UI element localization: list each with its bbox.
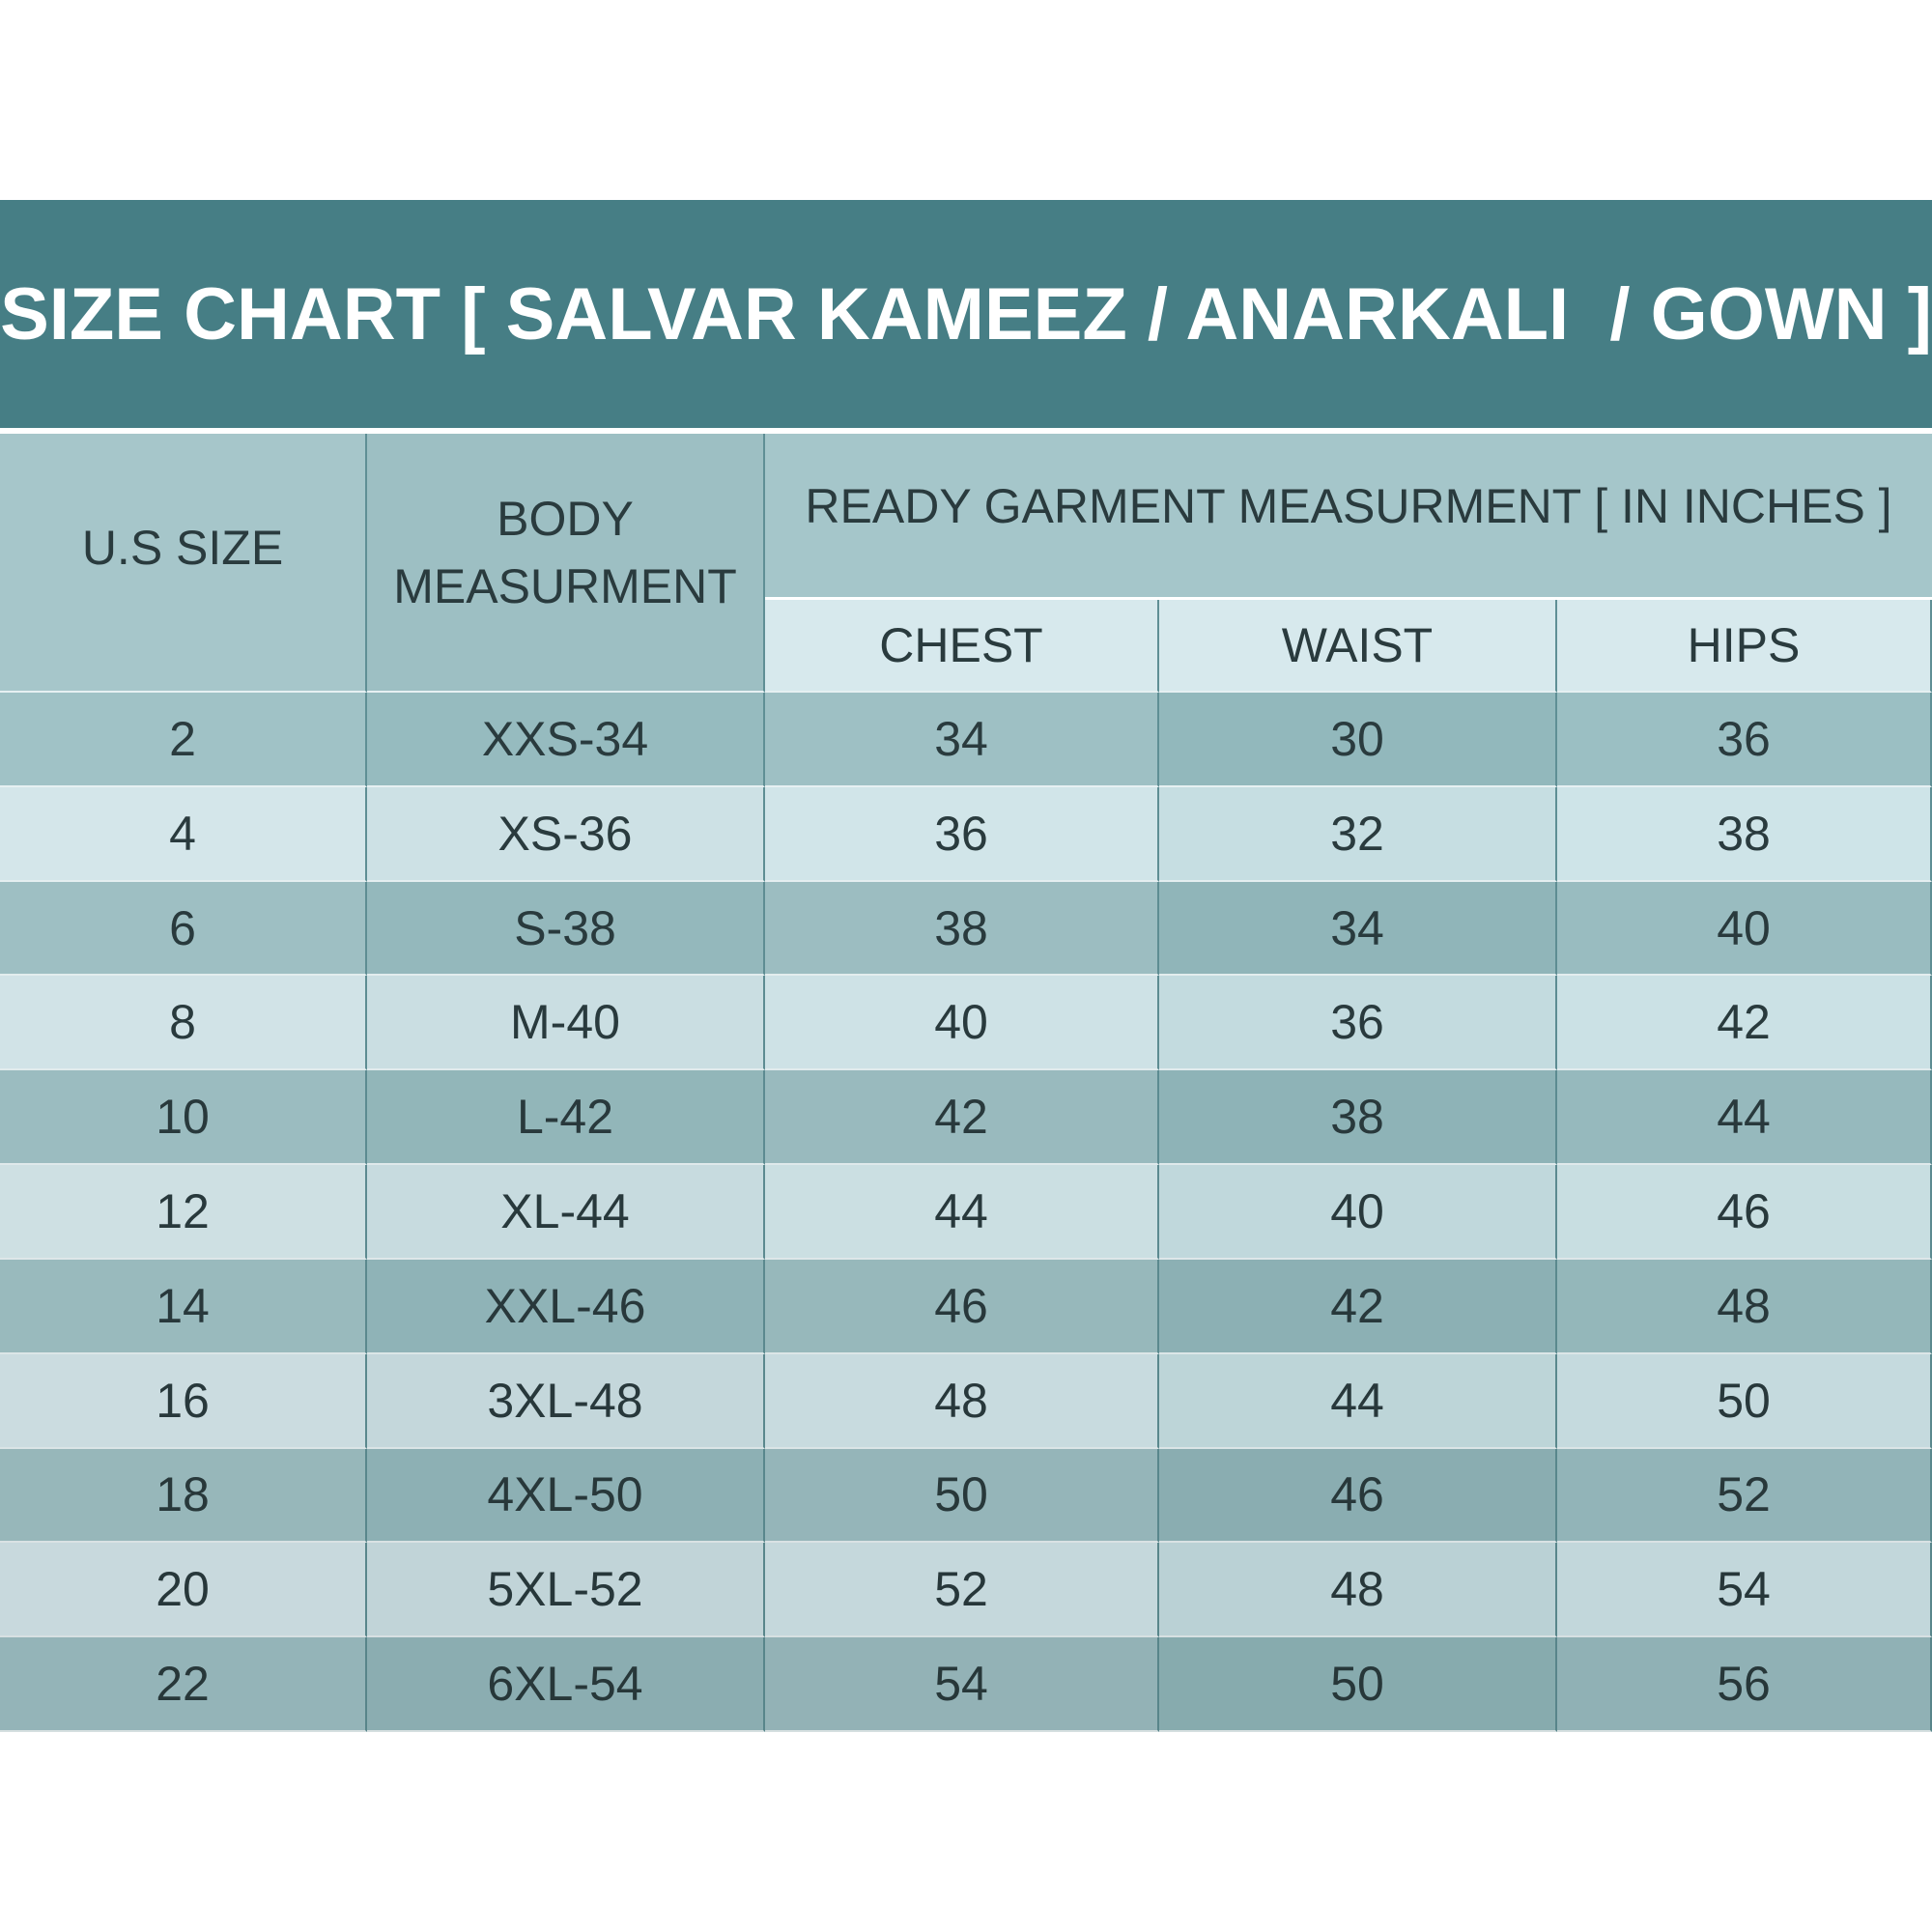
table-cell: 46 [1557, 1165, 1932, 1260]
table-cell: 36 [1557, 693, 1932, 787]
table-cell: 38 [1159, 1070, 1557, 1166]
title-banner: SIZE CHART [ SALVAR KAMEEZ / ANARKALI / … [0, 200, 1932, 428]
table-cell: 48 [1159, 1543, 1557, 1638]
table-cell: 34 [765, 693, 1159, 787]
table-cell: 32 [1159, 786, 1557, 882]
table-cell: 40 [1557, 881, 1932, 977]
table-cell: 40 [1159, 1165, 1557, 1260]
table-cell: 8 [0, 976, 367, 1071]
table-cell: 14 [0, 1259, 367, 1354]
table-cell: 18 [0, 1448, 367, 1544]
table-cell: M-40 [367, 976, 765, 1071]
table-cell: XXL-46 [367, 1259, 765, 1354]
sub-header-cell: CHEST [765, 600, 1159, 693]
table-cell: 5XL-52 [367, 1543, 765, 1638]
table-cell: 36 [1159, 976, 1557, 1071]
table-cell: XS-36 [367, 786, 765, 882]
table-cell: 42 [1159, 1259, 1557, 1354]
table-cell: 6XL-54 [367, 1637, 765, 1732]
table-cell: 36 [765, 786, 1159, 882]
table-cell: XL-44 [367, 1165, 765, 1260]
table-cell: 52 [1557, 1448, 1932, 1544]
table-cell: 3XL-48 [367, 1353, 765, 1449]
header-cell: READY GARMENT MEASURMENT [ IN INCHES ] [765, 434, 1932, 600]
table-cell: S-38 [367, 881, 765, 977]
sub-header-cell: WAIST [1159, 600, 1557, 693]
table-cell: 48 [1557, 1259, 1932, 1354]
table-cell: 46 [1159, 1448, 1557, 1544]
table-cell: XXS-34 [367, 693, 765, 787]
table-cell: 54 [1557, 1543, 1932, 1638]
header-cell: BODY MEASURMENT [367, 434, 765, 693]
table-cell: 50 [1557, 1353, 1932, 1449]
table-cell: 44 [1557, 1070, 1932, 1166]
table-cell: 6 [0, 881, 367, 977]
table-cell: 50 [1159, 1637, 1557, 1732]
table-cell: 56 [1557, 1637, 1932, 1732]
table-cell: 38 [1557, 786, 1932, 882]
table-cell: 12 [0, 1165, 367, 1260]
table-cell: 42 [1557, 976, 1932, 1071]
table-cell: 22 [0, 1637, 367, 1732]
table-cell: 54 [765, 1637, 1159, 1732]
header-cell: U.S SIZE [0, 434, 367, 693]
table-cell: 2 [0, 693, 367, 787]
table-cell: 34 [1159, 881, 1557, 977]
table-cell: 48 [765, 1353, 1159, 1449]
table-cell: 42 [765, 1070, 1159, 1166]
table-cell: 40 [765, 976, 1159, 1071]
table-cell: 38 [765, 881, 1159, 977]
table-cell: 10 [0, 1070, 367, 1166]
table-cell: 20 [0, 1543, 367, 1638]
table-cell: L-42 [367, 1070, 765, 1166]
table-cell: 4XL-50 [367, 1448, 765, 1544]
sub-header-cell: HIPS [1557, 600, 1932, 693]
table-cell: 46 [765, 1259, 1159, 1354]
table-cell: 44 [765, 1165, 1159, 1260]
table-cell: 52 [765, 1543, 1159, 1638]
table-cell: 50 [765, 1448, 1159, 1544]
table-cell: 16 [0, 1353, 367, 1449]
table-cell: 44 [1159, 1353, 1557, 1449]
table-cell: 4 [0, 786, 367, 882]
table-cell: 30 [1159, 693, 1557, 787]
